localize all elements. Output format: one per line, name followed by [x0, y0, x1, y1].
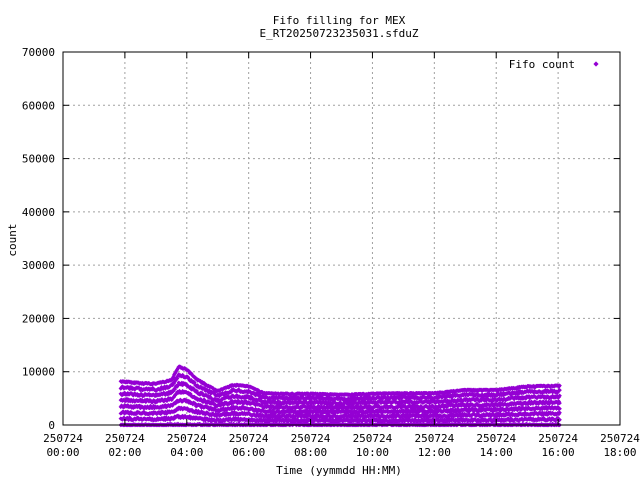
y-tick-label: 50000 — [22, 153, 55, 166]
x-tick-time: 16:00 — [542, 446, 575, 459]
x-tick-time: 00:00 — [46, 446, 79, 459]
data-points — [118, 364, 562, 428]
x-tick-date: 250724 — [353, 432, 393, 445]
data-point — [121, 415, 127, 420]
data-point — [203, 418, 208, 423]
chart-title: Fifo filling for MEX — [273, 14, 406, 27]
x-tick-time: 08:00 — [294, 446, 327, 459]
data-point — [180, 372, 185, 378]
y-tick-label: 60000 — [22, 99, 55, 112]
x-tick-date: 250724 — [167, 432, 207, 445]
y-tick-label: 30000 — [22, 259, 55, 272]
data-point — [198, 402, 203, 408]
data-point — [138, 405, 143, 411]
x-tick-date: 250724 — [229, 432, 269, 445]
y-tick-label: 70000 — [22, 46, 55, 59]
grid-lines — [63, 52, 620, 425]
data-point — [174, 391, 179, 397]
y-tick-label: 40000 — [22, 206, 55, 219]
x-axis-label: Time (yymmdd HH:MM) — [276, 464, 402, 477]
data-point — [171, 380, 177, 386]
x-tick-time: 18:00 — [603, 446, 636, 459]
data-point — [180, 388, 185, 394]
x-tick-time: 10:00 — [356, 446, 389, 459]
y-tick-label: 0 — [48, 419, 55, 432]
x-tick-date: 250724 — [43, 432, 83, 445]
x-tick-date: 250724 — [476, 432, 516, 445]
data-point — [200, 399, 206, 405]
y-axis-label: count — [6, 223, 19, 256]
x-tick-time: 06:00 — [232, 446, 265, 459]
x-tick-date: 250724 — [414, 432, 454, 445]
x-tick-time: 04:00 — [170, 446, 203, 459]
legend-label: Fifo count — [509, 58, 575, 71]
data-point — [158, 387, 163, 392]
x-tick-time: 14:00 — [480, 446, 513, 459]
data-point — [187, 399, 192, 404]
data-point — [158, 411, 163, 417]
data-point — [164, 398, 170, 404]
data-point — [187, 414, 192, 419]
x-tick-date: 250724 — [538, 432, 578, 445]
y-tick-label: 20000 — [22, 312, 55, 325]
x-tick-date: 250724 — [105, 432, 145, 445]
x-tick-time: 12:00 — [418, 446, 451, 459]
data-point — [171, 394, 177, 400]
y-tick-label: 10000 — [22, 366, 55, 379]
x-tick-time: 02:00 — [108, 446, 141, 459]
x-tick-date: 250724 — [600, 432, 640, 445]
x-tick-date: 250724 — [291, 432, 331, 445]
chart-subtitle: E_RT20250723235031.sfduZ — [260, 27, 419, 40]
